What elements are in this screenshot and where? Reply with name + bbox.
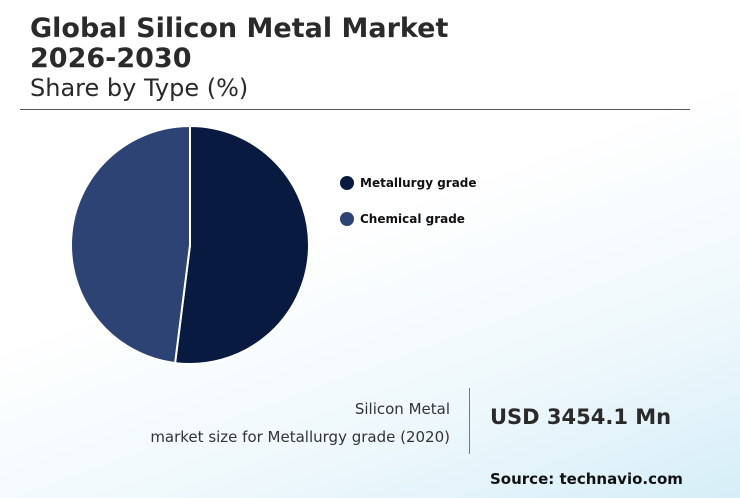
pie-slice-chemical-grade: [70, 124, 191, 365]
legend-label-chemical-grade: Chemical grade: [360, 212, 465, 226]
legend-item-chemical-grade: Chemical grade: [340, 208, 477, 230]
title-divider: [20, 109, 690, 110]
pie-slice-metallurgy-grade: [173, 124, 310, 365]
source-credit: Source: technavio.com: [490, 470, 683, 488]
chart-legend: Metallurgy grade Chemical grade: [340, 172, 477, 244]
stat-value: USD 3454.1 Mn: [490, 405, 672, 429]
pie-chart: [70, 124, 310, 365]
stat-divider: [469, 388, 470, 454]
legend-item-metallurgy-grade: Metallurgy grade: [340, 172, 477, 194]
stat-label-line1: Silicon Metal: [354, 400, 450, 418]
legend-label-metallurgy-grade: Metallurgy grade: [360, 176, 477, 190]
stat-label-line2: market size for Metallurgy grade (2020): [150, 428, 450, 446]
page-title: Global Silicon Metal Market 2026-2030: [30, 13, 449, 74]
legend-swatch-metallurgy-grade: [340, 176, 354, 190]
legend-swatch-chemical-grade: [340, 212, 354, 226]
page-subtitle: Share by Type (%): [30, 74, 249, 102]
